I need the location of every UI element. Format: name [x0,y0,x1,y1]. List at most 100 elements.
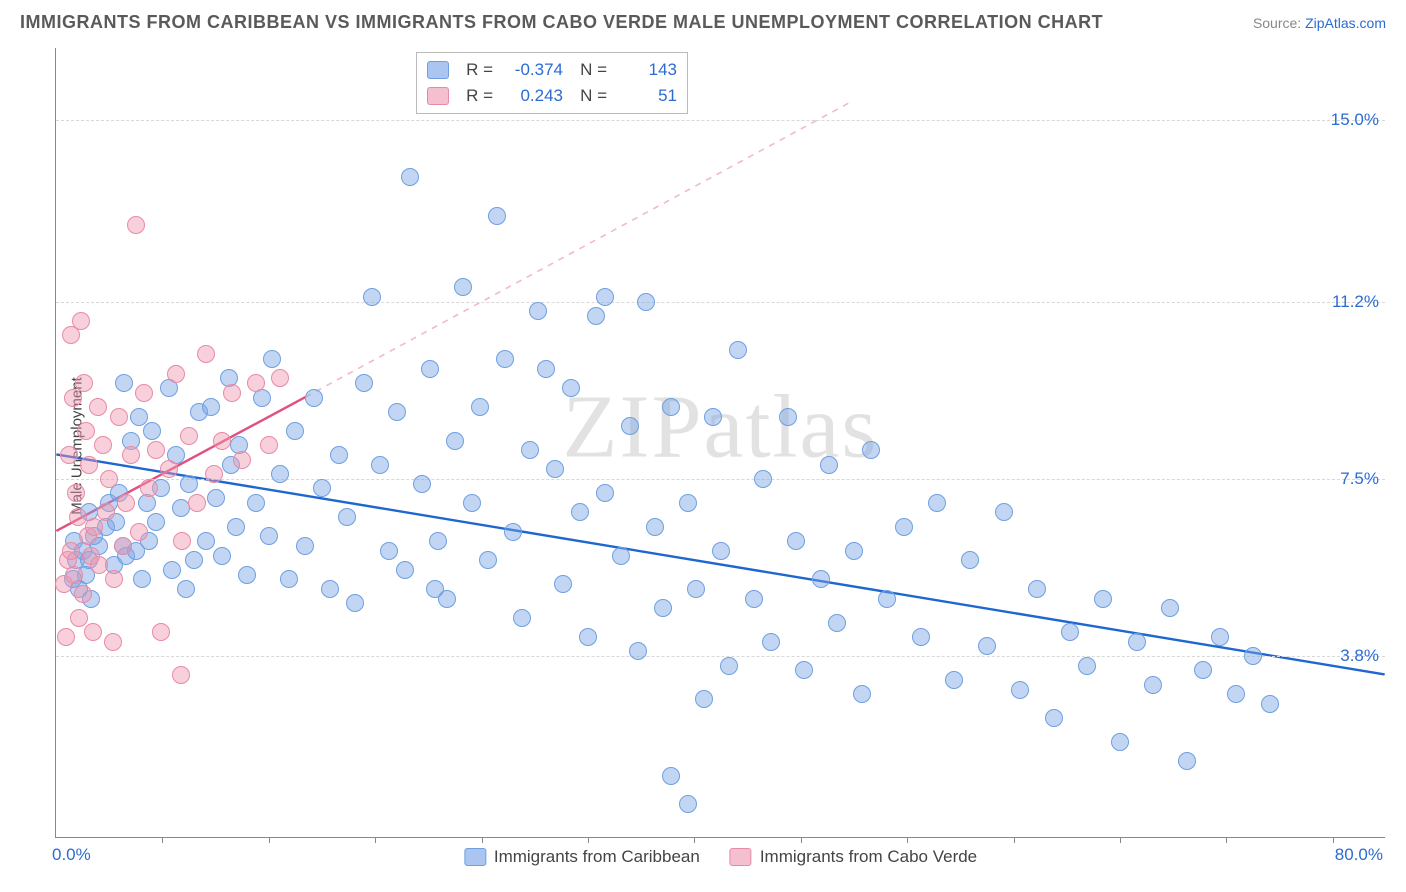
scatter-point-caribbean [662,398,680,416]
scatter-point-caribbean [596,288,614,306]
y-tick-label: 15.0% [1331,110,1379,130]
source-label: Source: [1253,15,1305,31]
scatter-point-caribbean [1161,599,1179,617]
scatter-point-caribbean [621,417,639,435]
scatter-point-caribbean [271,465,289,483]
scatter-point-caribbean [227,518,245,536]
scatter-point-caribbean [779,408,797,426]
x-tick-mark [1226,837,1227,843]
scatter-point-caribbean [286,422,304,440]
scatter-point-caribbean [313,479,331,497]
scatter-point-caribbean [413,475,431,493]
scatter-point-caribbean [363,288,381,306]
scatter-point-caribbean [637,293,655,311]
scatter-point-cabo_verde [67,484,85,502]
scatter-point-caribbean [513,609,531,627]
trend-lines-svg [56,48,1385,837]
scatter-point-cabo_verde [197,345,215,363]
scatter-point-caribbean [504,523,522,541]
scatter-point-cabo_verde [84,623,102,641]
scatter-point-caribbean [895,518,913,536]
scatter-point-caribbean [380,542,398,560]
scatter-point-caribbean [537,360,555,378]
scatter-point-cabo_verde [167,365,185,383]
r-value-caboverde: 0.243 [501,86,563,106]
scatter-point-caribbean [878,590,896,608]
scatter-point-caribbean [1178,752,1196,770]
scatter-point-cabo_verde [89,398,107,416]
scatter-point-caribbean [720,657,738,675]
x-tick-mark [162,837,163,843]
scatter-point-cabo_verde [60,446,78,464]
scatter-point-caribbean [371,456,389,474]
scatter-point-caribbean [662,767,680,785]
legend-label-caribbean: Immigrants from Caribbean [494,847,700,867]
scatter-point-cabo_verde [135,384,153,402]
scatter-point-cabo_verde [130,523,148,541]
scatter-point-caribbean [912,628,930,646]
swatch-caboverde [730,848,752,866]
scatter-point-cabo_verde [233,451,251,469]
scatter-point-cabo_verde [247,374,265,392]
scatter-point-cabo_verde [160,460,178,478]
scatter-point-cabo_verde [117,494,135,512]
scatter-point-cabo_verde [213,432,231,450]
scatter-point-caribbean [729,341,747,359]
scatter-point-caribbean [587,307,605,325]
scatter-point-caribbean [995,503,1013,521]
scatter-point-cabo_verde [70,609,88,627]
gridline [56,120,1385,121]
gridline [56,302,1385,303]
scatter-point-caribbean [754,470,772,488]
scatter-point-caribbean [612,547,630,565]
scatter-point-caribbean [1128,633,1146,651]
scatter-point-caribbean [263,350,281,368]
scatter-point-cabo_verde [85,518,103,536]
scatter-point-caribbean [1094,590,1112,608]
scatter-point-caribbean [712,542,730,560]
scatter-point-cabo_verde [147,441,165,459]
scatter-point-caribbean [133,570,151,588]
scatter-point-cabo_verde [173,532,191,550]
scatter-point-caribbean [1194,661,1212,679]
scatter-point-caribbean [1028,580,1046,598]
scatter-point-cabo_verde [110,408,128,426]
scatter-point-caribbean [579,628,597,646]
scatter-point-cabo_verde [97,503,115,521]
x-tick-mark [1333,837,1334,843]
scatter-point-cabo_verde [223,384,241,402]
scatter-point-caribbean [812,570,830,588]
r-label: R = [457,60,493,80]
scatter-point-caribbean [787,532,805,550]
scatter-point-caribbean [554,575,572,593]
scatter-point-caribbean [479,551,497,569]
scatter-point-cabo_verde [62,326,80,344]
source-link[interactable]: ZipAtlas.com [1305,15,1386,31]
scatter-point-caribbean [143,422,161,440]
swatch-caribbean [427,61,449,79]
scatter-point-caribbean [426,580,444,598]
scatter-point-caribbean [260,527,278,545]
trend-line-dash-cabo_verde [305,101,853,397]
scatter-point-caribbean [1244,647,1262,665]
scatter-point-caribbean [1261,695,1279,713]
swatch-caboverde [427,87,449,105]
scatter-point-cabo_verde [105,570,123,588]
x-tick-mark [269,837,270,843]
scatter-point-caribbean [321,580,339,598]
y-tick-label: 7.5% [1340,469,1379,489]
scatter-point-caribbean [679,795,697,813]
y-tick-label: 3.8% [1340,646,1379,666]
scatter-point-caribbean [945,671,963,689]
scatter-point-cabo_verde [260,436,278,454]
scatter-point-caribbean [207,489,225,507]
scatter-point-cabo_verde [104,633,122,651]
scatter-point-caribbean [496,350,514,368]
x-tick-mark [694,837,695,843]
scatter-point-caribbean [185,551,203,569]
scatter-point-caribbean [1045,709,1063,727]
scatter-point-cabo_verde [152,623,170,641]
scatter-point-caribbean [280,570,298,588]
scatter-point-caribbean [396,561,414,579]
x-tick-mark [1014,837,1015,843]
